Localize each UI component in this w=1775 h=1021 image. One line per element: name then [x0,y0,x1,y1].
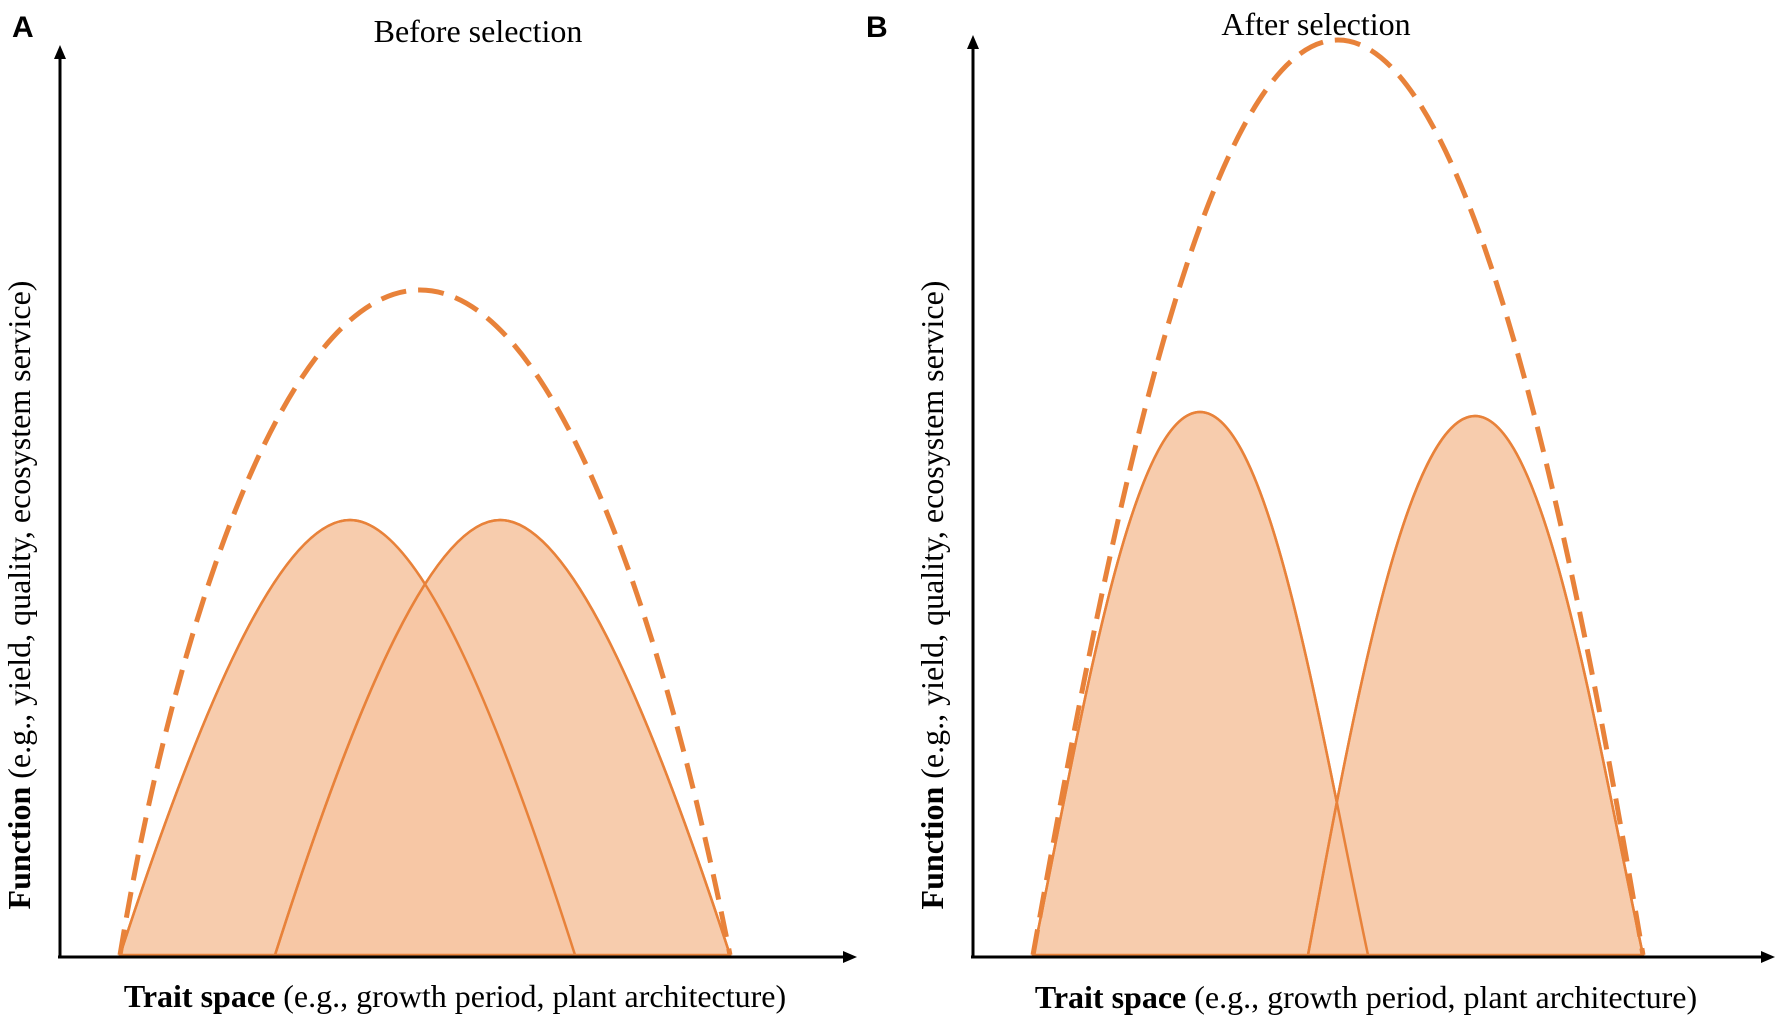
panel-b-y-label: Function (e.g., yield, quality, ecosyste… [914,281,950,910]
panel-letter-b: B [866,11,888,44]
panel-b-x-label: Trait space (e.g., growth period, plant … [1035,979,1697,1015]
panel-letter-a: A [12,11,34,44]
panel-b: B After selection Function (e.g., yield,… [866,6,1775,1015]
panel-b-species-2-curve [1306,414,1645,957]
panel-title-b: After selection [1221,6,1410,42]
panel-a-x-label: Trait space (e.g., growth period, plant … [124,978,786,1014]
panel-title-a: Before selection [374,13,583,49]
panel-a-y-label: Function (e.g., yield, quality, ecosyste… [1,281,37,910]
panel-a-species-2-outline [273,518,732,956]
panel-b-community-curve [1030,37,1646,956]
panel-a-species-1-outline [118,518,577,956]
panel-b-species-1-outline [1031,410,1370,956]
panel-a-community-curve [117,287,733,956]
panel-b-species-2-outline [1306,414,1645,956]
panel-a: A Before selection Function (e.g., yield… [1,11,857,1014]
